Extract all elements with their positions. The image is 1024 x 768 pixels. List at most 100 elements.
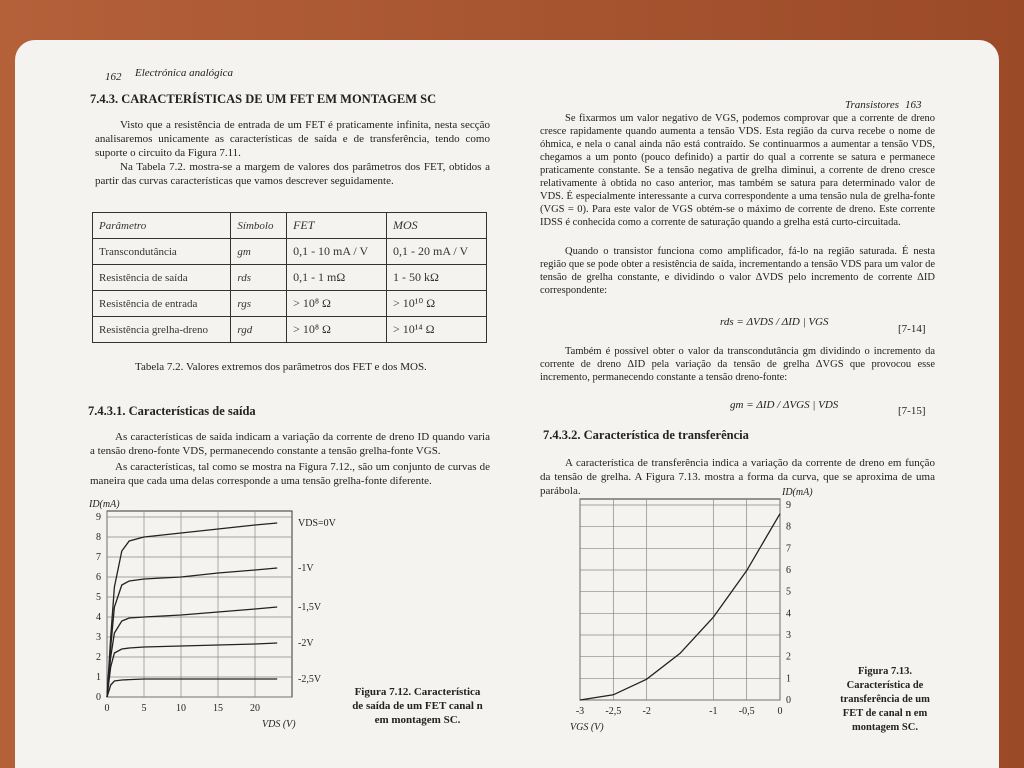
y-tick-label: 1 [96,672,101,683]
y-tick-label: 6 [786,565,791,576]
table-row: Resistência grelha-dreno rgd > 10⁸ Ω > 10¹⁴… [91,316,487,343]
y-tick-label: 5 [96,592,101,603]
x-tick-label: 20 [250,703,260,714]
x-tick-label: 15 [213,703,223,714]
subsection-title: 7.4.3.1. Características de saída [88,404,256,418]
parameter-table: Parâmetro Símbolo FET MOS Transcondutância gm… [91,212,487,343]
subsection-title: 7.4.3.2. Característica de transferência [543,428,749,442]
y-tick-label: 2 [96,652,101,663]
table-cell: Símbolo [230,212,288,239]
table-row: Parâmetro Símbolo FET MOS [91,212,487,239]
table-cell: Transcondutância [91,238,232,265]
table-cell: rgs [230,290,288,317]
y-axis-label: ID(mA) [88,499,120,510]
y-tick-label: 0 [786,695,791,706]
curve-label: -1V [298,563,314,574]
table-cell: Resistência de entrada [91,290,232,317]
page-number: 162 [105,71,122,83]
y-tick-label: 7 [96,552,101,563]
curve-label: -1,5V [298,602,322,613]
equation: gm = ΔID / ΔVGS | VDS [730,399,839,411]
x-tick-label: -1 [709,706,717,717]
section-title: 7.4.3. CARACTERÍSTICAS DE UM FET EM MONT… [90,92,437,106]
table-cell: Resistência grelha-dreno [91,316,232,343]
figure-caption: Figura 7.12. Característica de saída de … [352,686,483,726]
output-characteristics-figure: 0 5 10 15 20 0 1 2 3 4 5 6 7 8 9 ID(mA) VDS (V) VDS=0V -1V… [88,499,337,730]
plot-frame [579,498,781,701]
running-head: Transistores [845,99,900,111]
curve-label: -2V [298,638,314,649]
x-tick-label: 0 [778,706,783,717]
left-page [15,40,507,768]
paragraph: As características, tal como se mostra n… [90,461,490,487]
x-axis-label: VGS (V) [570,722,604,733]
curve [106,606,278,698]
y-tick-label: 9 [786,500,791,511]
y-tick-label: 3 [786,630,791,641]
table-cell: MOS [386,212,487,239]
y-tick-label: 8 [96,532,101,543]
y-tick-label: 0 [96,692,101,703]
y-tick-label: 5 [786,587,791,598]
table-cell: rds [230,264,288,291]
y-tick-label: 8 [786,522,791,533]
x-tick-label: -0,5 [739,706,755,717]
equation-number: [7-15] [898,405,926,417]
equation-number: [7-14] [898,323,926,335]
curve [106,522,278,698]
y-tick-label: 6 [96,572,101,583]
curve [579,513,781,701]
x-axis-label: VDS (V) [262,719,296,730]
table-cell: gm [230,238,288,265]
equation: rds = ΔVDS / ΔID | VGS [720,316,829,328]
table-row: Transcondutância gm 0,1 - 10 mA / V 0,1 - 2… [91,238,487,265]
table-cell: rgd [230,316,288,343]
transfer-characteristic-figure: -3 -2,5 -2 -1 -0,5 00 1 2 3 4 5 6 7 8 9 ID(mA) VGS (V) [570,487,813,733]
y-axis-label: ID(mA) [781,487,813,498]
running-head: Electrónica analógica [135,67,234,79]
x-tick-label: 10 [176,703,186,714]
figure-caption: Figura 7.13. Característica de transferê… [840,666,930,733]
y-tick-label: 9 [96,512,101,523]
paragraph: A característica de transferência indica… [540,457,935,497]
paragraph: As características de saída indicam a va… [90,431,490,457]
curve-label: -2,5V [298,674,322,685]
table-cell: > 10¹⁴ Ω [386,316,487,343]
table-row: Resistência de entrada rgs > 10⁸ Ω > 10¹⁰ Ω [91,290,487,317]
y-tick-label: 1 [786,673,791,684]
table-cell: FET [286,212,388,239]
y-tick-label: 2 [786,652,791,663]
curve [106,642,278,698]
x-tick-label: -3 [576,706,584,717]
paragraph: Quando o transistor funciona como amplif… [540,246,935,296]
table-cell: Resistência de saída [91,264,232,291]
y-tick-label: 3 [96,632,101,643]
table-row: Resistência de saída rds 0,1 - 1 mΩ 1 - 50 … [91,264,487,291]
curve-label: VDS=0V [298,518,337,529]
y-tick-label: 7 [786,543,791,554]
y-tick-label: 4 [786,608,791,619]
table-cell: > 10⁸ Ω [286,316,388,343]
x-tick-label: 0 [105,703,110,714]
paragraph: Se fixarmos um valor negativo de VGS, po… [540,113,935,228]
y-tick-label: 4 [96,612,101,623]
curve [106,567,278,698]
page-number: 163 [905,99,922,111]
x-tick-label: 5 [142,703,147,714]
table-cell: 1 - 50 kΩ [386,264,487,291]
table-cell: > 10¹⁰ Ω [386,290,487,317]
table-cell: > 10⁸ Ω [286,290,388,317]
curve [106,678,278,698]
table-cell: 0,1 - 20 mA / V [386,238,487,265]
table-cell: Parâmetro [91,212,232,239]
x-tick-label: -2 [642,706,650,717]
paragraph: Na Tabela 7.2. mostra-se a margem de val… [95,161,490,187]
paragraph: Visto que a resistência de entrada de um… [95,119,490,159]
table-cell: 0,1 - 1 mΩ [286,264,388,291]
paragraph: Também é possível obter o valor da trans… [540,346,935,383]
right-page [507,40,999,768]
table-cell: 0,1 - 10 mA / V [286,238,388,265]
table-caption: Tabela 7.2. Valores extremos dos parâmet… [135,361,427,373]
x-tick-label: -2,5 [605,706,621,717]
